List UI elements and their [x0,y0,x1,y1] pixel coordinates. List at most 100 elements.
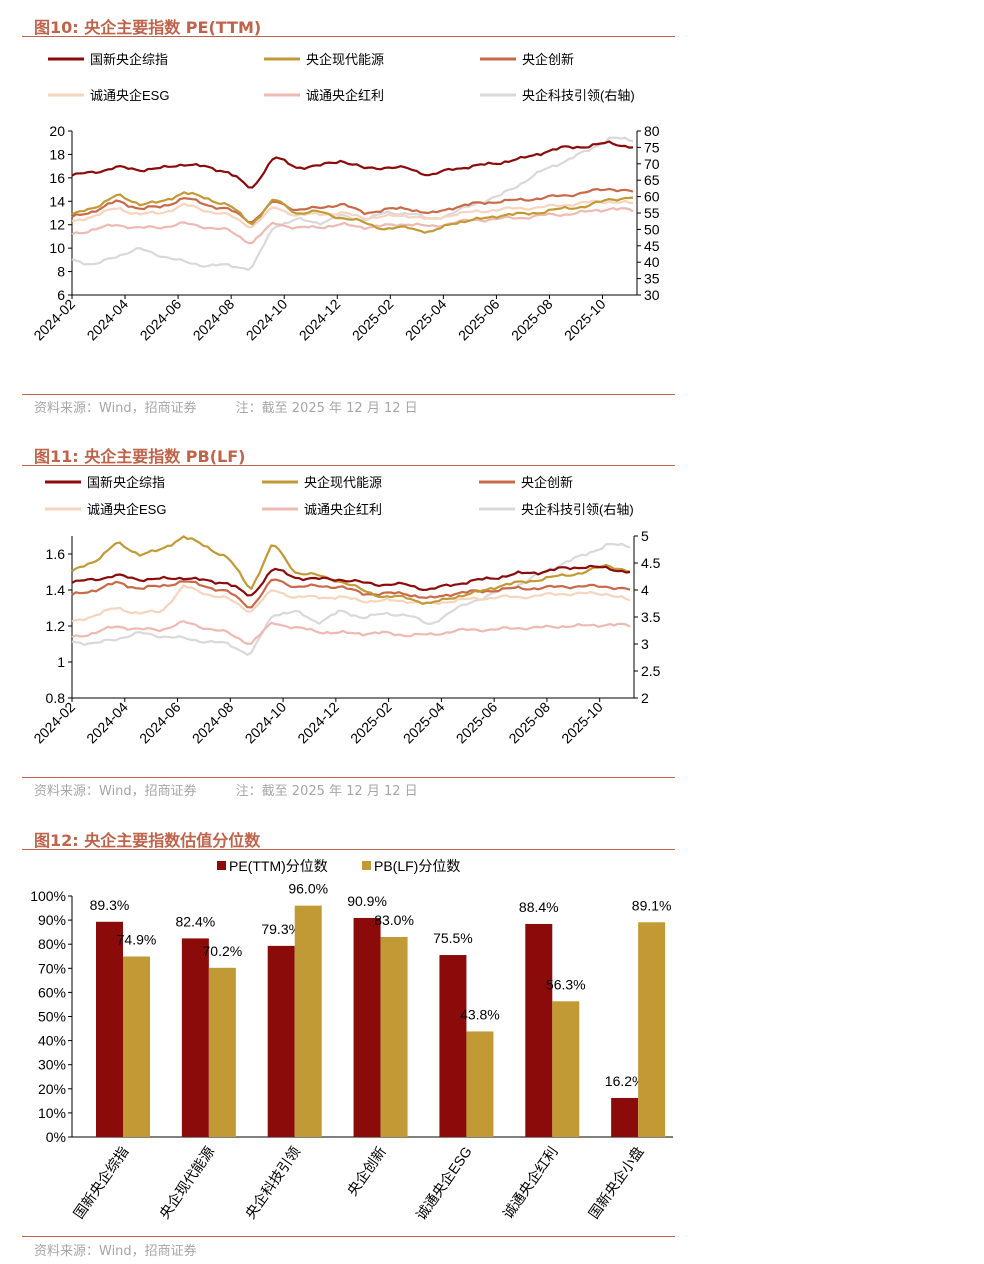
series-line [71,535,631,605]
bar [552,1001,580,1137]
y-tick-label: 70% [38,960,66,976]
legend-label: 央企现代能源 [306,52,384,67]
x-tick-label: 2025-10 [561,296,609,344]
figure-11-title: 图11: 央企主要指数 PB(LF) [34,447,246,466]
legend-label: 央企现代能源 [304,475,382,490]
figure-11-bottom-rule [22,777,675,778]
bar [353,917,381,1137]
legend-label: 国新央企综指 [87,475,165,490]
series-line [71,578,631,609]
series-line [71,199,634,229]
right-tick-label: 45 [644,238,660,254]
bar [96,921,123,1137]
right-tick-label: 40 [644,254,660,270]
left-tick-label: 10 [49,240,65,256]
right-tick-label: 2.5 [641,663,661,679]
series-line [71,140,634,189]
x-tick-label: 2024-10 [242,699,290,747]
legend-label: 央企创新 [522,52,574,67]
bar [466,1031,494,1137]
right-tick-label: 30 [644,287,660,303]
right-tick-label: 65 [644,172,660,188]
bar-value-label: 43.8% [460,1006,500,1022]
series-line [71,191,634,234]
x-tick-label: 2025-04 [402,296,450,344]
bar [208,967,236,1137]
x-tick-label: 2024-06 [137,296,185,344]
right-tick-label: 3 [641,636,649,652]
legend-label: 诚通央企ESG [87,502,166,517]
x-tick-label: 2024-08 [189,699,237,747]
figure-12-title: 图12: 央企主要指数估值分位数 [34,831,261,850]
bar-value-label: 70.2% [203,943,243,959]
figure-11-source: 资料来源：Wind，招商证券 注：截至 2025 年 12 月 12 日 [34,784,418,799]
right-tick-label: 70 [644,156,660,172]
bar-value-label: 89.3% [90,897,130,913]
x-tick-label: 2024-12 [294,699,342,747]
left-tick-label: 16 [49,170,65,186]
y-tick-label: 40% [38,1033,66,1049]
legend-label: 央企科技引领(右轴) [521,502,634,517]
figure-11-rule [22,465,675,466]
figure-12-rule [22,849,675,850]
series-line [71,564,631,597]
left-tick-label: 12 [49,217,65,233]
figure-10-title: 图10: 央企主要指数 PE(TTM) [34,18,262,37]
y-tick-label: 90% [38,912,66,928]
right-tick-label: 60 [644,189,660,205]
y-tick-label: 80% [38,936,66,952]
bar [267,945,295,1137]
category-label: 央企创新 [344,1144,389,1199]
figure-12-bottom-rule [22,1236,675,1237]
bar [525,923,553,1137]
x-tick-label: 2024-12 [296,296,344,344]
legend-label: 国新央企综指 [90,52,168,67]
x-tick-label: 2024-02 [30,296,78,344]
left-tick-label: 18 [49,146,65,162]
left-tick-label: 1 [57,654,65,670]
right-tick-label: 80 [644,123,660,139]
x-tick-label: 2025-06 [453,699,501,747]
y-tick-label: 60% [38,984,66,1000]
right-tick-label: 35 [644,271,660,287]
series-line [71,187,634,224]
y-tick-label: 0% [46,1129,66,1145]
legend-label: PE(TTM)分位数 [229,858,328,874]
legend-swatch [217,861,226,870]
x-tick-label: 2025-08 [505,699,553,747]
legend-label: 诚通央企红利 [306,88,384,103]
y-tick-label: 100% [30,888,66,904]
bar-value-label: 89.1% [632,897,672,913]
left-tick-label: 20 [49,123,65,139]
right-tick-label: 4.5 [641,555,661,571]
legend-label: 央企科技引领(右轴) [522,88,635,103]
bar-value-label: 82.4% [176,913,216,929]
bar-value-label: 88.4% [519,899,559,915]
bar [181,938,209,1137]
legend-label: 诚通央企ESG [90,88,169,103]
bar-value-label: 96.0% [288,881,328,897]
right-tick-label: 2 [641,690,649,706]
bar [638,922,666,1137]
right-tick-label: 75 [644,139,660,155]
right-tick-label: 3.5 [641,609,661,625]
figure-10-source: 资料来源：Wind，招商证券 注：截至 2025 年 12 月 12 日 [34,401,418,416]
figure-10-rule [22,36,675,37]
x-tick-label: 2024-08 [190,296,238,344]
left-tick-label: 14 [49,193,65,209]
category-label: 国新央企小盘 [585,1144,646,1222]
legend-label: PB(LF)分位数 [374,858,460,874]
category-label: 诚通央企ESG [413,1144,475,1223]
bar [611,1097,639,1137]
bar-value-label: 75.5% [433,930,473,946]
left-tick-label: 1.4 [46,582,66,598]
x-tick-label: 2025-10 [558,699,606,747]
y-tick-label: 30% [38,1057,66,1073]
x-tick-label: 2025-08 [508,296,556,344]
legend-label: 央企创新 [521,475,573,490]
right-tick-label: 50 [644,221,660,237]
x-tick-label: 2025-04 [400,699,448,747]
figure-10-bottom-rule [22,394,675,395]
legend-label: 诚通央企红利 [304,502,382,517]
